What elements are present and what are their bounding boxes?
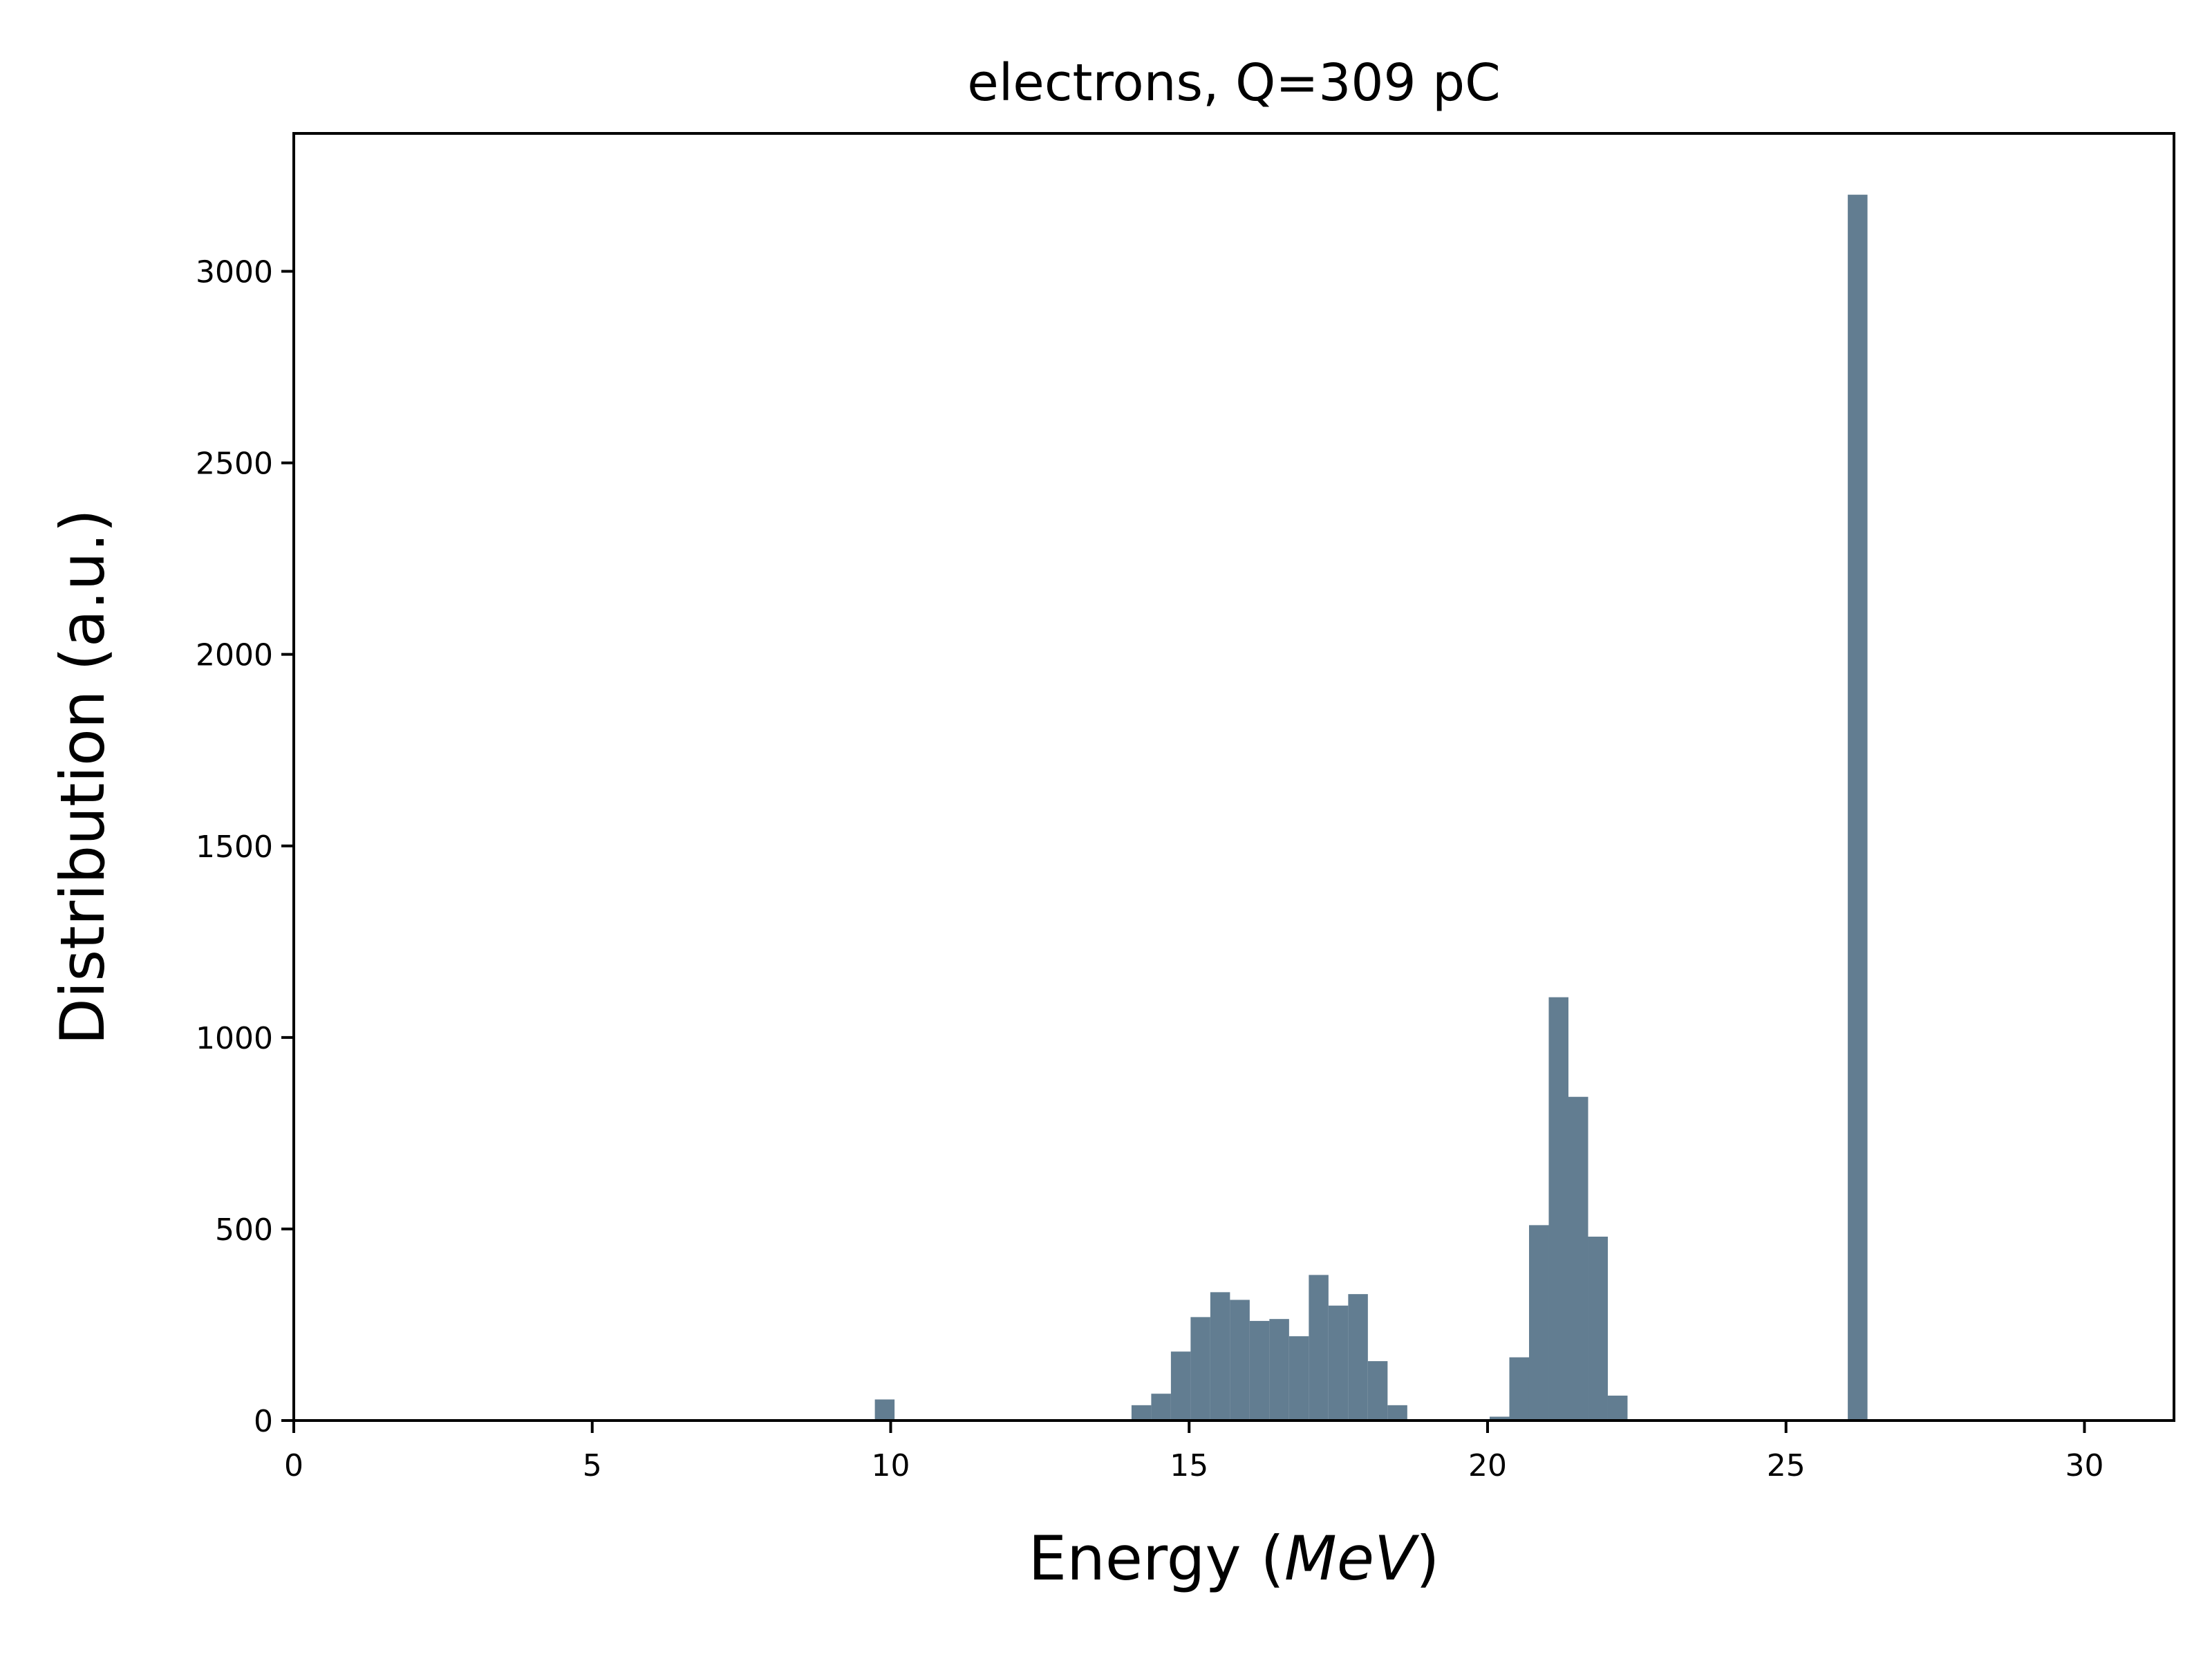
histogram-bars (874, 194, 1868, 1421)
histogram-bar-17 (1528, 1225, 1549, 1421)
y-tick-label-1: 500 (215, 1212, 273, 1248)
histogram-bar-22 (1848, 194, 1868, 1421)
y-axis-label: Distribution (a.u.) (47, 509, 118, 1045)
histogram-bar-6 (1230, 1300, 1250, 1421)
histogram-bar-15 (1490, 1416, 1510, 1421)
y-tick-label-2: 1000 (196, 1021, 273, 1056)
histogram-bar-12 (1348, 1294, 1368, 1421)
histogram-bar-19 (1568, 1096, 1588, 1421)
histogram-bar-16 (1509, 1357, 1529, 1421)
histogram-bar-1 (1131, 1405, 1152, 1421)
histogram-bar-14 (1387, 1405, 1407, 1421)
y-tick-label-6: 3000 (196, 255, 273, 290)
histogram-bar-10 (1309, 1275, 1329, 1421)
x-tick-label-4: 20 (1468, 1448, 1507, 1483)
histogram-bar-2 (1151, 1394, 1171, 1421)
histogram-bar-7 (1249, 1320, 1270, 1421)
x-tick-label-1: 5 (583, 1448, 602, 1483)
histogram-bar-9 (1288, 1336, 1309, 1421)
y-tick-label-3: 1500 (196, 830, 273, 865)
histogram-bar-8 (1269, 1319, 1289, 1421)
x-tick-label-6: 30 (2065, 1448, 2103, 1483)
y-tick-label-0: 0 (254, 1404, 273, 1439)
histogram-bar-21 (1607, 1395, 1628, 1421)
x-axis-label-unit: MeV (1284, 1523, 1420, 1594)
histogram-bar-18 (1548, 997, 1568, 1421)
y-tick-label-5: 2500 (196, 447, 273, 482)
plot-frame (292, 132, 2175, 1422)
histogram-bar-5 (1210, 1292, 1230, 1421)
histogram-bar-0 (874, 1399, 895, 1421)
x-tick-label-3: 15 (1170, 1448, 1208, 1483)
histogram-bar-13 (1367, 1361, 1388, 1421)
x-tick-label-5: 25 (1767, 1448, 1806, 1483)
x-tick-label-0: 0 (284, 1448, 303, 1483)
x-axis-label-suffix: ) (1416, 1523, 1439, 1594)
histogram-bar-20 (1588, 1237, 1608, 1421)
histogram-bar-3 (1170, 1351, 1191, 1421)
x-axis-label: Energy (MeV) (1029, 1523, 1440, 1594)
x-tick-label-2: 10 (871, 1448, 910, 1483)
histogram-bar-4 (1190, 1317, 1210, 1421)
y-axis-ticks: 0 500 1000 1500 2000 2500 3000 (196, 255, 294, 1439)
histogram-bar-11 (1328, 1305, 1349, 1421)
x-axis-ticks: 0 5 10 15 20 25 30 (284, 1421, 2103, 1483)
y-tick-label-4: 2000 (196, 638, 273, 673)
chart-title: electrons, Q=309 pC (967, 53, 1501, 113)
x-axis-label-prefix: Energy ( (1029, 1523, 1284, 1594)
